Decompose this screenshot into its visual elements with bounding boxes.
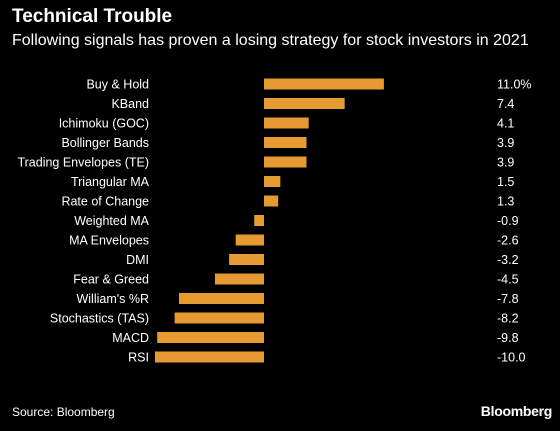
value-label: 3.9 bbox=[497, 136, 514, 150]
chart-subtitle: Following signals has proven a losing st… bbox=[12, 32, 529, 49]
bloomberg-logo: Bloomberg bbox=[480, 403, 553, 419]
bar bbox=[264, 137, 307, 148]
value-label: 11.0% bbox=[497, 78, 532, 92]
category-label: KBand bbox=[111, 97, 149, 111]
category-label: Triangular MA bbox=[71, 175, 150, 189]
value-label: -0.9 bbox=[497, 214, 519, 228]
bar bbox=[155, 351, 264, 363]
value-label: -7.8 bbox=[497, 292, 519, 306]
bar bbox=[254, 215, 264, 226]
bar bbox=[229, 254, 264, 265]
bar bbox=[264, 98, 345, 109]
category-label: Bollinger Bands bbox=[61, 136, 149, 150]
value-label: -9.8 bbox=[497, 331, 519, 345]
category-label: MA Envelopes bbox=[69, 234, 149, 248]
value-label: -4.5 bbox=[497, 273, 519, 287]
bar bbox=[264, 176, 281, 187]
value-label: -8.2 bbox=[497, 312, 519, 326]
category-label: Rate of Change bbox=[61, 195, 149, 209]
category-label: Fear & Greed bbox=[73, 273, 149, 287]
bar bbox=[264, 117, 309, 129]
category-label: Buy & Hold bbox=[86, 78, 149, 92]
bar bbox=[235, 234, 264, 246]
category-label: Trading Envelopes (TE) bbox=[17, 156, 149, 170]
category-label: Ichimoku (GOC) bbox=[59, 117, 149, 131]
value-label: -3.2 bbox=[497, 253, 519, 267]
bar bbox=[214, 273, 264, 285]
bar bbox=[174, 312, 264, 324]
source-note: Source: Bloomberg bbox=[12, 405, 115, 419]
category-label: MACD bbox=[112, 331, 149, 345]
category-label: RSI bbox=[128, 351, 149, 365]
bar bbox=[178, 293, 264, 304]
category-label: Stochastics (TAS) bbox=[50, 312, 149, 326]
category-label: William's %R bbox=[76, 292, 149, 306]
category-label: Weighted MA bbox=[74, 214, 149, 228]
value-label: 7.4 bbox=[497, 97, 514, 111]
bar bbox=[264, 156, 307, 168]
chart-title: Technical Trouble bbox=[12, 6, 173, 27]
bar bbox=[157, 332, 264, 343]
bar bbox=[264, 195, 279, 207]
value-label: 1.3 bbox=[497, 195, 514, 209]
bar bbox=[264, 78, 384, 90]
value-label: -10.0 bbox=[497, 351, 526, 365]
category-label: DMI bbox=[126, 253, 149, 267]
value-label: 1.5 bbox=[497, 175, 514, 189]
value-label: -2.6 bbox=[497, 234, 519, 248]
value-label: 3.9 bbox=[497, 156, 514, 170]
value-label: 4.1 bbox=[497, 117, 514, 131]
